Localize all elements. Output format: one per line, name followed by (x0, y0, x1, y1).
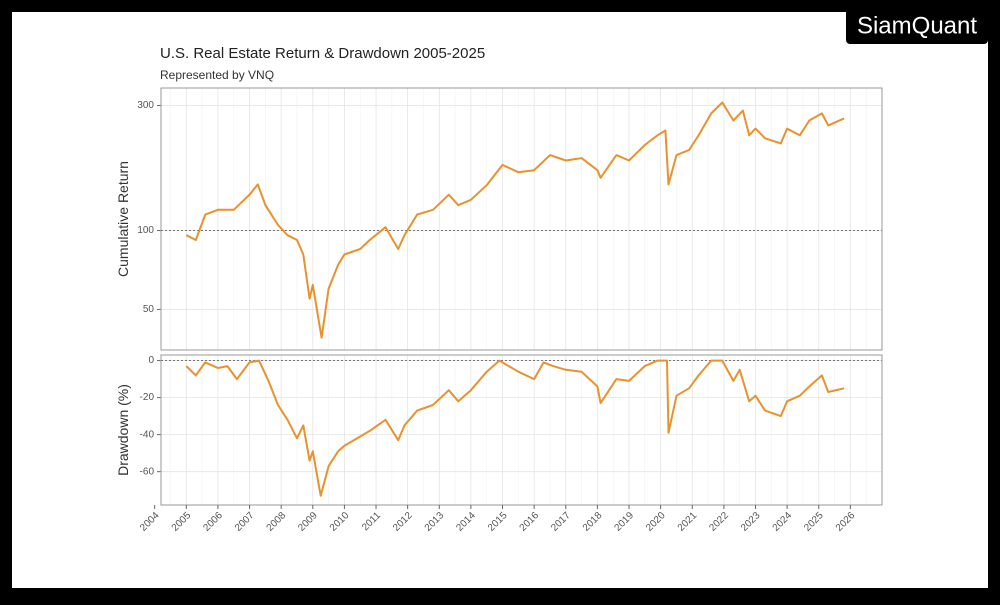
plot-border (160, 87, 883, 351)
chart-subtitle: Represented by VNQ (160, 68, 274, 82)
line (185, 101, 845, 339)
line (185, 359, 845, 497)
y-tick-label: -60 (140, 466, 155, 477)
y-tick-label: -20 (140, 392, 155, 403)
y-tick-label: 50 (143, 304, 155, 315)
plot-area (161, 88, 882, 350)
y-tick-label: 300 (137, 100, 154, 111)
y-tick-label: 0 (148, 355, 154, 366)
plot-border (160, 354, 883, 506)
chart-title: U.S. Real Estate Return & Drawdown 2005-… (160, 45, 485, 62)
y-axis-label: Cumulative Return (115, 161, 131, 277)
logo: SiamQuant (857, 12, 977, 39)
plot-area (161, 355, 882, 505)
y-tick-label: 100 (137, 225, 154, 236)
y-tick-label: -40 (140, 429, 155, 440)
y-axis-label: Drawdown (%) (115, 384, 131, 476)
logo-box (846, 8, 988, 44)
